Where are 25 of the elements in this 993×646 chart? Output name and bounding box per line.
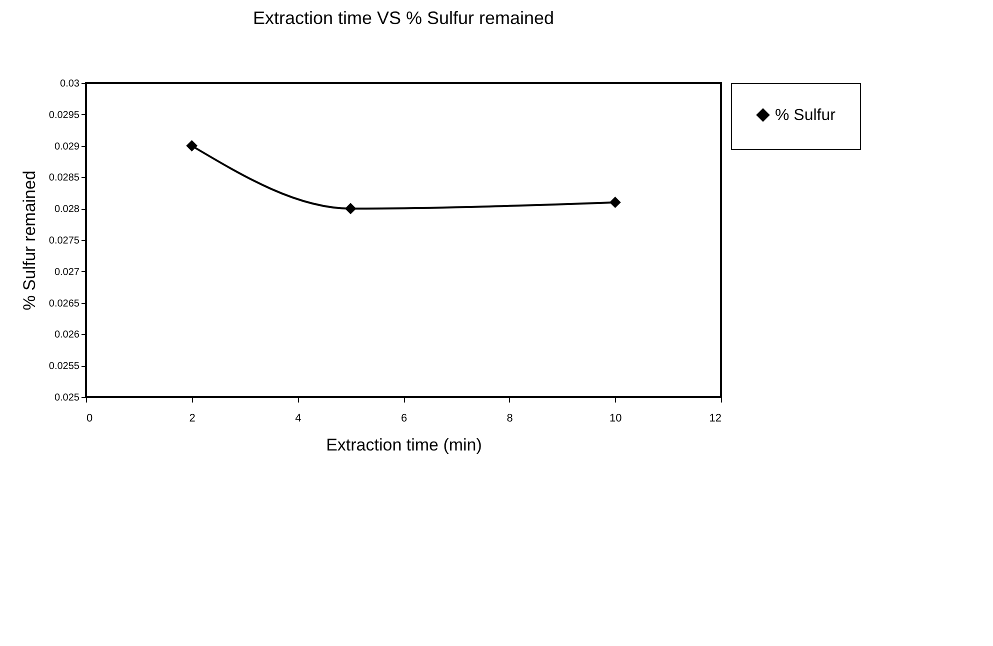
y-tick-label: 0.0285 xyxy=(48,172,80,184)
y-tick-label: 0.0295 xyxy=(48,110,80,121)
y-tick-label: 0.0255 xyxy=(48,361,80,372)
y-tick-label: 0.0275 xyxy=(48,236,80,246)
x-tick-label: 0 xyxy=(86,412,93,424)
y-axis-title: % Sulfur remained xyxy=(20,170,39,310)
x-tick-label: 10 xyxy=(610,412,622,424)
x-tick-label: 12 xyxy=(709,412,722,424)
y-tick-label: 0.027 xyxy=(54,266,80,278)
point xyxy=(344,202,356,214)
y-tick-label: 0.026 xyxy=(54,330,80,341)
x-tick-label: 8 xyxy=(506,412,513,424)
x-tick-label: 6 xyxy=(400,412,408,424)
point xyxy=(609,196,621,208)
point xyxy=(186,140,198,152)
y-tick-label: 0.03 xyxy=(60,78,80,90)
x-tick-label: 2 xyxy=(189,412,196,424)
y-tick-label: 0.025 xyxy=(54,392,80,404)
y-tick-label: 0.029 xyxy=(54,141,80,152)
x-axis-title: Extraction time (min) xyxy=(326,436,482,454)
y-tick-label: 0.0265 xyxy=(48,298,80,310)
legend-label: % Sulfur xyxy=(775,107,836,124)
y-tick-label: 0.028 xyxy=(54,204,80,216)
chart-title: Extraction time VS % Sulfur remained xyxy=(252,8,554,28)
x-tick-label: 4 xyxy=(295,412,302,424)
